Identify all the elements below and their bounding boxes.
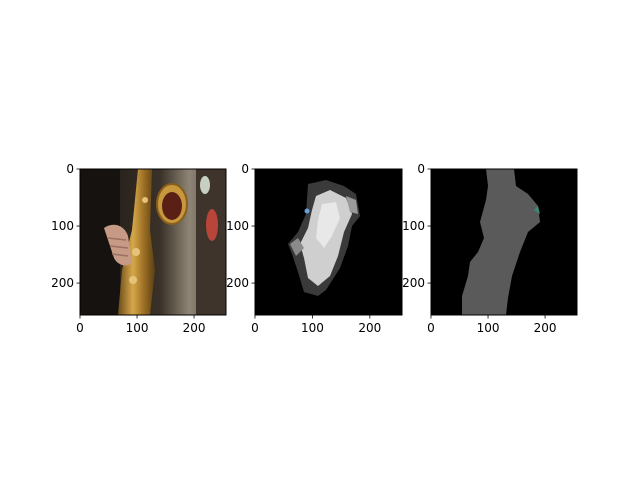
y-tick-label: 0 bbox=[417, 162, 425, 176]
panel-2: 0 100 200 0 100 200 bbox=[226, 162, 403, 335]
x-tick-label: 100 bbox=[477, 321, 500, 335]
axes-frame-1 bbox=[79, 168, 227, 316]
y-tick-label: 100 bbox=[402, 219, 425, 233]
y-tick-label: 0 bbox=[66, 162, 74, 176]
y-tick-label: 0 bbox=[241, 162, 249, 176]
x-tick-label: 0 bbox=[76, 321, 84, 335]
x-tick-label: 100 bbox=[301, 321, 324, 335]
y-tick-label: 200 bbox=[51, 276, 74, 290]
axes-frame-2 bbox=[254, 168, 403, 316]
y-tick-label: 200 bbox=[226, 276, 249, 290]
ticks-1: 0 100 200 0 100 200 bbox=[51, 162, 205, 335]
panel-3: 0 100 200 0 100 200 bbox=[402, 162, 578, 335]
x-tick-label: 200 bbox=[183, 321, 206, 335]
x-tick-label: 0 bbox=[251, 321, 259, 335]
mask-image-silhouette bbox=[431, 169, 577, 315]
axes-frame-3 bbox=[430, 168, 578, 316]
x-tick-label: 200 bbox=[358, 321, 381, 335]
y-tick-label: 200 bbox=[402, 276, 425, 290]
mask-image-grayscale bbox=[255, 169, 402, 315]
x-tick-label: 0 bbox=[427, 321, 435, 335]
ticks-2: 0 100 200 0 100 200 bbox=[226, 162, 381, 335]
y-tick-label: 100 bbox=[226, 219, 249, 233]
photo-image bbox=[80, 169, 226, 315]
x-tick-label: 200 bbox=[534, 321, 557, 335]
x-tick-label: 100 bbox=[126, 321, 149, 335]
y-tick-label: 100 bbox=[51, 219, 74, 233]
ticks-3: 0 100 200 0 100 200 bbox=[402, 162, 556, 335]
panel-1: 0 100 200 0 100 200 bbox=[51, 162, 227, 335]
